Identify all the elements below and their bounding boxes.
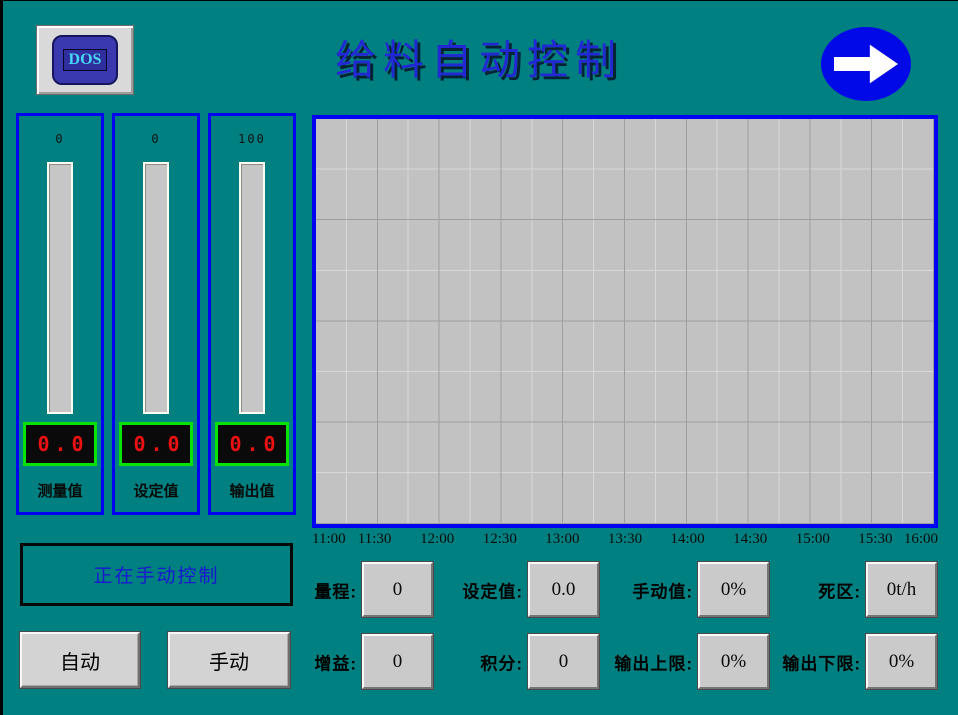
field-output-lower-limit-label: 输出下限: <box>782 654 861 673</box>
field-gain-value: 0 <box>392 650 403 672</box>
field-integral-value: 0 <box>558 650 569 672</box>
manual-mode-button[interactable]: 手动 <box>168 632 290 688</box>
field-gain[interactable]: 增益: 0 <box>314 634 433 689</box>
gauge-output-value: 100 0.0 输出值 <box>208 113 296 515</box>
dos-button-face: DOS <box>52 35 118 85</box>
gauge-scale-top: 0 <box>151 132 161 146</box>
dos-button-label: DOS <box>62 49 108 71</box>
gauge-digital-display: 0.0 <box>215 422 289 466</box>
gauge-digital-display: 0.0 <box>119 422 193 466</box>
field-setpoint[interactable]: 设定值: 0.0 <box>462 562 599 617</box>
auto-mode-button[interactable]: 自动 <box>20 632 140 688</box>
screen-edge-top <box>0 0 958 1</box>
field-gain-label: 增益: <box>314 654 357 673</box>
time-tick: 12:00 <box>420 531 455 547</box>
time-tick: 16:00 <box>903 531 938 547</box>
time-tick: 15:30 <box>858 531 893 547</box>
gauge-digital-display: 0.0 <box>23 422 97 466</box>
time-tick: 14:30 <box>733 531 768 547</box>
gauge-bar-track <box>239 162 265 414</box>
gauge-bar-track <box>47 162 73 414</box>
gauge-setpoint-value: 0 0.0 设定值 <box>112 113 200 515</box>
field-range[interactable]: 量程: 0 <box>314 562 433 617</box>
field-integral[interactable]: 积分: 0 <box>480 634 599 689</box>
time-tick: 12:30 <box>482 531 517 547</box>
field-output-upper-limit-value: 0% <box>720 650 747 672</box>
field-deadband-value: 0t/h <box>886 578 917 600</box>
field-manual-value-label: 手动值: <box>632 582 693 601</box>
field-integral-label: 积分: <box>480 654 523 673</box>
field-output-lower-limit-value: 0% <box>888 650 915 672</box>
next-page-button[interactable] <box>821 27 911 101</box>
field-output-lower-limit[interactable]: 输出下限: 0% <box>782 634 937 689</box>
right-arrow-icon <box>834 44 898 84</box>
field-output-upper-limit-label: 输出上限: <box>614 654 693 673</box>
gauge-scale-top: 100 <box>238 132 266 146</box>
time-tick: 14:00 <box>670 531 705 547</box>
field-deadband[interactable]: 死区: 0t/h <box>818 562 937 617</box>
trend-chart-time-axis: 11:00 11:30 12:00 12:30 13:00 13:30 14:0… <box>312 531 938 548</box>
dos-button[interactable]: DOS <box>36 25 134 95</box>
time-tick: 13:00 <box>545 531 580 547</box>
gauge-label: 输出值 <box>229 483 275 500</box>
field-manual-value[interactable]: 手动值: 0% <box>632 562 769 617</box>
field-output-upper-limit[interactable]: 输出上限: 0% <box>614 634 769 689</box>
time-tick: 11:00 <box>312 531 346 547</box>
time-tick: 13:30 <box>607 531 643 547</box>
screen-edge-left <box>0 0 3 715</box>
field-manual-value-value: 0% <box>720 578 747 600</box>
field-setpoint-value: 0.0 <box>551 578 576 600</box>
gauge-bar-track <box>143 162 169 414</box>
trend-chart <box>312 115 938 528</box>
field-deadband-label: 死区: <box>818 582 861 601</box>
page-title: 给料自动控制 <box>335 37 623 83</box>
gauge-label: 测量值 <box>37 483 83 500</box>
control-mode-status: 正在手动控制 <box>20 543 293 606</box>
gauge-scale-top: 0 <box>55 132 65 146</box>
field-setpoint-label: 设定值: <box>462 582 523 601</box>
gauge-label: 设定值 <box>133 483 179 500</box>
field-range-label: 量程: <box>314 582 357 601</box>
gauge-measured-value: 0 0.0 测量值 <box>16 113 104 515</box>
time-tick: 11:30 <box>357 531 392 547</box>
time-tick: 15:00 <box>795 531 830 547</box>
field-range-value: 0 <box>392 578 403 600</box>
